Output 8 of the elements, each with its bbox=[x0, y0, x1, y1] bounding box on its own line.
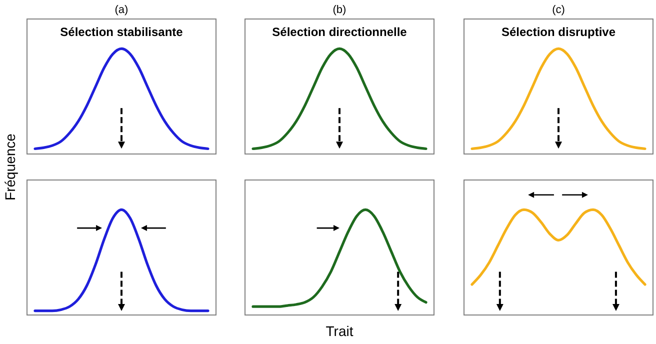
y-axis-title: Fréquence bbox=[2, 133, 18, 200]
text: (c) bbox=[552, 4, 565, 16]
x-axis-title: Trait bbox=[326, 323, 354, 339]
chart-title: Sélection stabilisante bbox=[60, 25, 184, 39]
chart-title: Sélection disruptive bbox=[501, 25, 616, 39]
text: (b) bbox=[332, 4, 346, 16]
text: (a) bbox=[114, 4, 128, 16]
chart-title: Sélection directionnelle bbox=[272, 25, 408, 39]
